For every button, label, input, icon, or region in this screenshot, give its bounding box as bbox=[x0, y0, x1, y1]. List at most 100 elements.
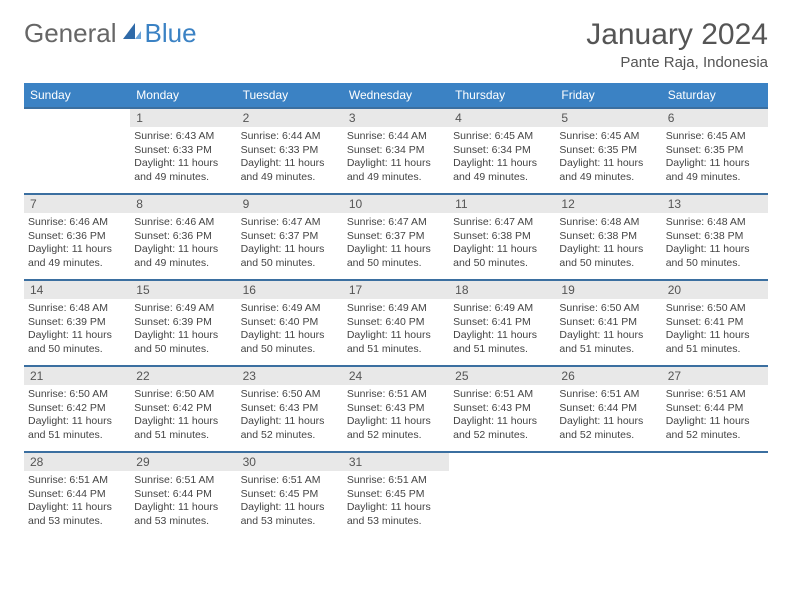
calendar-day-cell: 29Sunrise: 6:51 AMSunset: 6:44 PMDayligh… bbox=[130, 451, 236, 537]
day-number: 3 bbox=[343, 109, 449, 127]
day-details: Sunrise: 6:46 AMSunset: 6:36 PMDaylight:… bbox=[130, 213, 236, 277]
day-details: Sunrise: 6:47 AMSunset: 6:37 PMDaylight:… bbox=[343, 213, 449, 277]
calendar-day-cell: 19Sunrise: 6:50 AMSunset: 6:41 PMDayligh… bbox=[555, 279, 661, 365]
day-number: 18 bbox=[449, 281, 555, 299]
calendar-day-cell: 23Sunrise: 6:50 AMSunset: 6:43 PMDayligh… bbox=[237, 365, 343, 451]
calendar-day-cell: 30Sunrise: 6:51 AMSunset: 6:45 PMDayligh… bbox=[237, 451, 343, 537]
calendar-day-cell: 10Sunrise: 6:47 AMSunset: 6:37 PMDayligh… bbox=[343, 193, 449, 279]
calendar-day-cell: 25Sunrise: 6:51 AMSunset: 6:43 PMDayligh… bbox=[449, 365, 555, 451]
calendar-day-cell: 13Sunrise: 6:48 AMSunset: 6:38 PMDayligh… bbox=[662, 193, 768, 279]
day-details: Sunrise: 6:45 AMSunset: 6:34 PMDaylight:… bbox=[449, 127, 555, 191]
calendar-day-cell: 17Sunrise: 6:49 AMSunset: 6:40 PMDayligh… bbox=[343, 279, 449, 365]
day-details: Sunrise: 6:44 AMSunset: 6:34 PMDaylight:… bbox=[343, 127, 449, 191]
calendar-day-cell: 7Sunrise: 6:46 AMSunset: 6:36 PMDaylight… bbox=[24, 193, 130, 279]
day-number: 4 bbox=[449, 109, 555, 127]
day-details: Sunrise: 6:50 AMSunset: 6:42 PMDaylight:… bbox=[130, 385, 236, 449]
calendar-day-cell: 12Sunrise: 6:48 AMSunset: 6:38 PMDayligh… bbox=[555, 193, 661, 279]
title-block: January 2024 Pante Raja, Indonesia bbox=[586, 18, 768, 71]
day-details: Sunrise: 6:49 AMSunset: 6:40 PMDaylight:… bbox=[343, 299, 449, 363]
brand-logo: General Blue bbox=[24, 18, 197, 49]
day-number: 23 bbox=[237, 367, 343, 385]
day-number: 29 bbox=[130, 453, 236, 471]
calendar-day-cell: 5Sunrise: 6:45 AMSunset: 6:35 PMDaylight… bbox=[555, 107, 661, 193]
day-details: Sunrise: 6:51 AMSunset: 6:44 PMDaylight:… bbox=[662, 385, 768, 449]
day-details: Sunrise: 6:47 AMSunset: 6:38 PMDaylight:… bbox=[449, 213, 555, 277]
calendar-day-cell: 14Sunrise: 6:48 AMSunset: 6:39 PMDayligh… bbox=[24, 279, 130, 365]
day-details: Sunrise: 6:46 AMSunset: 6:36 PMDaylight:… bbox=[24, 213, 130, 277]
calendar-day-cell: 26Sunrise: 6:51 AMSunset: 6:44 PMDayligh… bbox=[555, 365, 661, 451]
calendar-day-cell: 21Sunrise: 6:50 AMSunset: 6:42 PMDayligh… bbox=[24, 365, 130, 451]
calendar-day-cell: 15Sunrise: 6:49 AMSunset: 6:39 PMDayligh… bbox=[130, 279, 236, 365]
day-number: 11 bbox=[449, 195, 555, 213]
day-number: 8 bbox=[130, 195, 236, 213]
day-number: 13 bbox=[662, 195, 768, 213]
calendar-day-cell: 3Sunrise: 6:44 AMSunset: 6:34 PMDaylight… bbox=[343, 107, 449, 193]
day-number: 15 bbox=[130, 281, 236, 299]
day-number: 17 bbox=[343, 281, 449, 299]
day-number: 19 bbox=[555, 281, 661, 299]
location-label: Pante Raja, Indonesia bbox=[586, 54, 768, 71]
calendar-day-cell: 11Sunrise: 6:47 AMSunset: 6:38 PMDayligh… bbox=[449, 193, 555, 279]
day-details: Sunrise: 6:51 AMSunset: 6:43 PMDaylight:… bbox=[343, 385, 449, 449]
calendar-day-cell: 28Sunrise: 6:51 AMSunset: 6:44 PMDayligh… bbox=[24, 451, 130, 537]
day-number: 5 bbox=[555, 109, 661, 127]
calendar-blank-cell bbox=[662, 451, 768, 537]
day-details: Sunrise: 6:43 AMSunset: 6:33 PMDaylight:… bbox=[130, 127, 236, 191]
brand-part2: Blue bbox=[145, 18, 197, 49]
calendar-day-cell: 18Sunrise: 6:49 AMSunset: 6:41 PMDayligh… bbox=[449, 279, 555, 365]
day-number: 20 bbox=[662, 281, 768, 299]
day-details: Sunrise: 6:50 AMSunset: 6:42 PMDaylight:… bbox=[24, 385, 130, 449]
day-number: 27 bbox=[662, 367, 768, 385]
day-number: 2 bbox=[237, 109, 343, 127]
day-number: 31 bbox=[343, 453, 449, 471]
day-number: 26 bbox=[555, 367, 661, 385]
calendar-blank-cell bbox=[24, 107, 130, 193]
dow-header: Wednesday bbox=[343, 83, 449, 107]
calendar-day-cell: 20Sunrise: 6:50 AMSunset: 6:41 PMDayligh… bbox=[662, 279, 768, 365]
dow-header: Thursday bbox=[449, 83, 555, 107]
day-details: Sunrise: 6:44 AMSunset: 6:33 PMDaylight:… bbox=[237, 127, 343, 191]
calendar-day-cell: 16Sunrise: 6:49 AMSunset: 6:40 PMDayligh… bbox=[237, 279, 343, 365]
day-number: 22 bbox=[130, 367, 236, 385]
dow-header: Sunday bbox=[24, 83, 130, 107]
day-number: 16 bbox=[237, 281, 343, 299]
calendar-day-cell: 8Sunrise: 6:46 AMSunset: 6:36 PMDaylight… bbox=[130, 193, 236, 279]
day-details: Sunrise: 6:51 AMSunset: 6:43 PMDaylight:… bbox=[449, 385, 555, 449]
day-details: Sunrise: 6:50 AMSunset: 6:43 PMDaylight:… bbox=[237, 385, 343, 449]
calendar-day-cell: 9Sunrise: 6:47 AMSunset: 6:37 PMDaylight… bbox=[237, 193, 343, 279]
day-details: Sunrise: 6:51 AMSunset: 6:44 PMDaylight:… bbox=[24, 471, 130, 535]
day-details: Sunrise: 6:45 AMSunset: 6:35 PMDaylight:… bbox=[662, 127, 768, 191]
day-details: Sunrise: 6:49 AMSunset: 6:41 PMDaylight:… bbox=[449, 299, 555, 363]
day-number: 10 bbox=[343, 195, 449, 213]
day-details: Sunrise: 6:48 AMSunset: 6:38 PMDaylight:… bbox=[555, 213, 661, 277]
day-number: 1 bbox=[130, 109, 236, 127]
calendar-day-cell: 27Sunrise: 6:51 AMSunset: 6:44 PMDayligh… bbox=[662, 365, 768, 451]
calendar-day-cell: 2Sunrise: 6:44 AMSunset: 6:33 PMDaylight… bbox=[237, 107, 343, 193]
day-details: Sunrise: 6:51 AMSunset: 6:44 PMDaylight:… bbox=[555, 385, 661, 449]
day-details: Sunrise: 6:50 AMSunset: 6:41 PMDaylight:… bbox=[555, 299, 661, 363]
calendar-day-cell: 6Sunrise: 6:45 AMSunset: 6:35 PMDaylight… bbox=[662, 107, 768, 193]
day-number: 25 bbox=[449, 367, 555, 385]
day-details: Sunrise: 6:50 AMSunset: 6:41 PMDaylight:… bbox=[662, 299, 768, 363]
calendar-day-cell: 31Sunrise: 6:51 AMSunset: 6:45 PMDayligh… bbox=[343, 451, 449, 537]
brand-part1: General bbox=[24, 18, 117, 49]
day-details: Sunrise: 6:45 AMSunset: 6:35 PMDaylight:… bbox=[555, 127, 661, 191]
day-details: Sunrise: 6:48 AMSunset: 6:39 PMDaylight:… bbox=[24, 299, 130, 363]
calendar-day-cell: 22Sunrise: 6:50 AMSunset: 6:42 PMDayligh… bbox=[130, 365, 236, 451]
day-number: 30 bbox=[237, 453, 343, 471]
day-number: 14 bbox=[24, 281, 130, 299]
dow-header: Tuesday bbox=[237, 83, 343, 107]
day-details: Sunrise: 6:48 AMSunset: 6:38 PMDaylight:… bbox=[662, 213, 768, 277]
day-number: 12 bbox=[555, 195, 661, 213]
calendar-blank-cell bbox=[555, 451, 661, 537]
day-number: 6 bbox=[662, 109, 768, 127]
day-details: Sunrise: 6:47 AMSunset: 6:37 PMDaylight:… bbox=[237, 213, 343, 277]
day-number: 7 bbox=[24, 195, 130, 213]
header-row: General Blue January 2024 Pante Raja, In… bbox=[24, 18, 768, 71]
day-number: 24 bbox=[343, 367, 449, 385]
sail-icon bbox=[121, 21, 143, 46]
calendar-day-cell: 1Sunrise: 6:43 AMSunset: 6:33 PMDaylight… bbox=[130, 107, 236, 193]
dow-header: Friday bbox=[555, 83, 661, 107]
calendar-grid: SundayMondayTuesdayWednesdayThursdayFrid… bbox=[24, 83, 768, 537]
dow-header: Monday bbox=[130, 83, 236, 107]
